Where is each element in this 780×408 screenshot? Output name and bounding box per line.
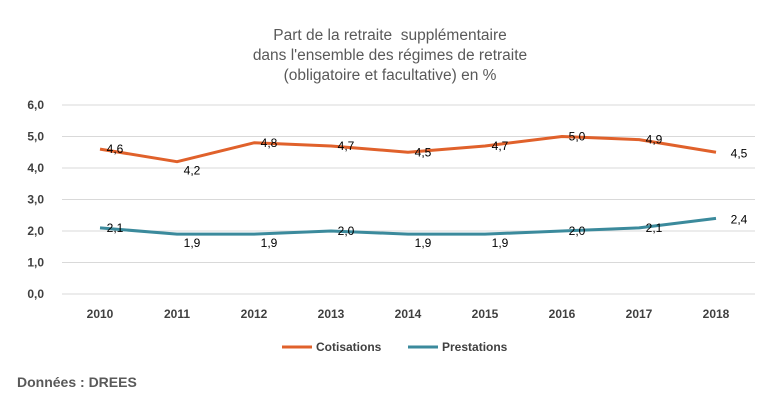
data-label: 4,7 bbox=[338, 139, 355, 153]
data-label: 4,7 bbox=[492, 139, 509, 153]
y-tick-label: 6,0 bbox=[27, 98, 44, 112]
y-tick-label: 3,0 bbox=[27, 193, 44, 207]
data-label: 2,4 bbox=[731, 212, 748, 226]
data-label: 4,5 bbox=[731, 146, 748, 160]
data-label: 2,1 bbox=[646, 221, 663, 235]
chart-title: Part de la retraite supplémentaire dans … bbox=[0, 26, 780, 86]
y-tick-label: 2,0 bbox=[27, 224, 44, 238]
x-tick-label: 2010 bbox=[87, 307, 114, 321]
chart-title-line: Part de la retraite supplémentaire bbox=[273, 27, 507, 44]
data-label: 4,5 bbox=[415, 145, 432, 159]
y-tick-label: 4,0 bbox=[27, 161, 44, 175]
y-tick-label: 5,0 bbox=[27, 130, 44, 144]
y-tick-label: 1,0 bbox=[27, 256, 44, 270]
source-note: Données : DREES bbox=[17, 374, 137, 390]
x-tick-label: 2016 bbox=[549, 307, 576, 321]
y-tick-label: 0,0 bbox=[27, 287, 44, 301]
x-tick-label: 2018 bbox=[703, 307, 730, 321]
chart-title-line: dans l'ensemble des régimes de retraite bbox=[252, 47, 528, 64]
x-tick-label: 2011 bbox=[164, 307, 190, 321]
series-line-cotisations bbox=[99, 135, 717, 164]
data-label: 5,0 bbox=[569, 130, 586, 144]
legend-label: Cotisations bbox=[316, 340, 382, 354]
data-label: 1,9 bbox=[184, 236, 201, 250]
x-tick-label: 2013 bbox=[318, 307, 345, 321]
data-label: 2,1 bbox=[107, 221, 124, 235]
series-line-prestations bbox=[99, 216, 717, 236]
data-label: 1,9 bbox=[261, 236, 278, 250]
data-label: 4,9 bbox=[646, 133, 663, 147]
data-label: 4,8 bbox=[261, 136, 278, 150]
data-label: 4,6 bbox=[107, 142, 124, 156]
data-label: 2,0 bbox=[569, 224, 586, 238]
x-tick-label: 2014 bbox=[395, 307, 422, 321]
data-label: 1,9 bbox=[415, 236, 432, 250]
data-label: 1,9 bbox=[492, 236, 509, 250]
data-label: 4,2 bbox=[184, 164, 201, 178]
legend-label: Prestations bbox=[442, 340, 508, 354]
data-label: 2,0 bbox=[338, 224, 355, 238]
chart-title-line: (obligatoire et facultative) en % bbox=[283, 67, 497, 84]
x-tick-label: 2017 bbox=[626, 307, 653, 321]
x-tick-label: 2012 bbox=[241, 307, 268, 321]
x-tick-label: 2015 bbox=[472, 307, 499, 321]
